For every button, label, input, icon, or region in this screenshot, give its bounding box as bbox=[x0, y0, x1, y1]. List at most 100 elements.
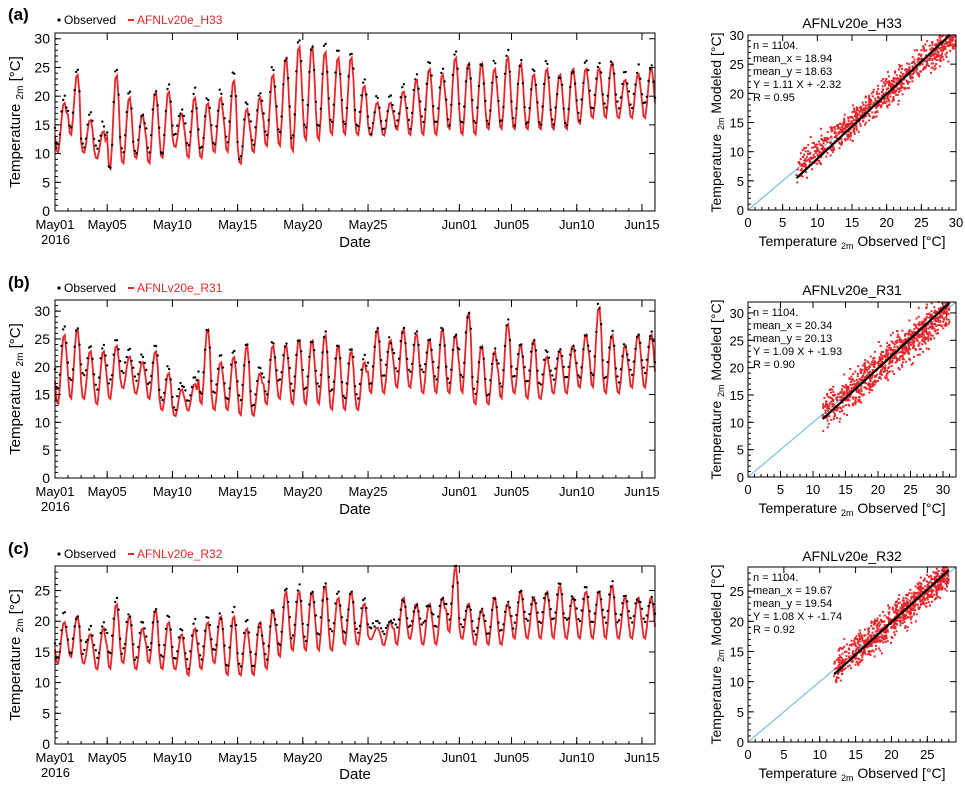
scatter-point bbox=[942, 34, 945, 37]
scatter-point bbox=[844, 126, 847, 129]
scatter-point bbox=[824, 409, 827, 412]
scatter-point bbox=[878, 628, 881, 631]
observed-point bbox=[226, 141, 229, 144]
scatter-point bbox=[845, 389, 848, 392]
scatter-point bbox=[856, 115, 858, 118]
scatter-point bbox=[860, 635, 863, 638]
scatter-point bbox=[847, 388, 850, 391]
scatter-point bbox=[913, 602, 916, 605]
scatter-point bbox=[906, 62, 909, 65]
observed-point bbox=[327, 97, 331, 100]
scatter-point bbox=[851, 653, 854, 656]
observed-point bbox=[591, 373, 595, 377]
scatter-point bbox=[933, 337, 936, 340]
scatter-point bbox=[887, 612, 890, 615]
observed-point bbox=[181, 108, 184, 111]
scatter-point bbox=[856, 372, 859, 375]
scatter-point bbox=[946, 572, 949, 575]
scatter-point bbox=[938, 59, 941, 62]
x-tick-label: May20 bbox=[283, 750, 322, 765]
observed-point bbox=[419, 100, 422, 103]
scatter-point bbox=[833, 394, 835, 397]
observed-point bbox=[521, 598, 525, 601]
observed-point bbox=[321, 599, 324, 602]
observed-point bbox=[265, 393, 269, 396]
scatter-point bbox=[846, 385, 848, 388]
observed-point bbox=[244, 101, 247, 104]
scatter-point bbox=[907, 352, 910, 355]
scatter-point bbox=[921, 328, 924, 331]
scatter-point bbox=[895, 81, 898, 84]
scatter-y-tick-label: 30 bbox=[730, 306, 744, 321]
scatter-point bbox=[834, 136, 836, 139]
scatter-point bbox=[871, 641, 873, 644]
scatter-point bbox=[923, 593, 926, 596]
observed-point bbox=[598, 590, 601, 593]
observed-point bbox=[578, 620, 582, 623]
scatter-point bbox=[932, 62, 934, 65]
observed-point bbox=[159, 654, 163, 657]
scatter-point bbox=[909, 611, 912, 614]
observed-point bbox=[603, 102, 606, 105]
scatter-point bbox=[933, 65, 936, 67]
observed-point bbox=[593, 355, 596, 358]
scatter-point bbox=[893, 91, 895, 93]
observed-point bbox=[371, 122, 375, 125]
scatter-point bbox=[899, 65, 902, 68]
observed-point bbox=[445, 365, 448, 368]
observed-point bbox=[259, 622, 262, 625]
observed-point bbox=[616, 375, 619, 378]
scatter-point bbox=[935, 597, 938, 600]
observed-point bbox=[549, 608, 552, 611]
scatter-point bbox=[923, 321, 926, 324]
scatter-point bbox=[934, 52, 936, 55]
scatter-point bbox=[868, 652, 871, 655]
observed-point bbox=[287, 357, 290, 360]
observed-point bbox=[109, 378, 112, 381]
observed-point bbox=[437, 615, 440, 618]
scatter-point bbox=[871, 631, 874, 634]
observed-point bbox=[239, 155, 243, 158]
scatter-point bbox=[826, 152, 829, 154]
observed-point bbox=[236, 380, 239, 383]
observed-point bbox=[76, 327, 80, 330]
scatter-point bbox=[843, 660, 846, 663]
scatter-point bbox=[949, 49, 952, 52]
scatter-point bbox=[940, 53, 943, 56]
scatter-point bbox=[920, 70, 922, 73]
observed-point bbox=[484, 619, 487, 623]
scatter-point bbox=[894, 603, 897, 606]
scatter-point bbox=[936, 575, 939, 578]
observed-point bbox=[158, 644, 161, 647]
scatter-point bbox=[833, 126, 836, 128]
scatter-point bbox=[908, 69, 910, 72]
scatter-x-tick-label: 10 bbox=[806, 482, 820, 497]
observed-point bbox=[337, 345, 340, 348]
observed-point bbox=[267, 119, 270, 122]
scatter-point bbox=[933, 323, 935, 325]
observed-point bbox=[639, 600, 642, 604]
observed-point bbox=[106, 131, 109, 134]
legend-modeled-label: AFNLv20e_R32 bbox=[137, 547, 223, 561]
observed-point bbox=[179, 381, 182, 385]
scatter-point bbox=[883, 636, 885, 639]
observed-point bbox=[236, 140, 239, 144]
observed-point bbox=[603, 616, 606, 619]
observed-point bbox=[190, 110, 194, 113]
observed-point bbox=[342, 630, 345, 633]
scatter-point bbox=[852, 126, 855, 129]
scatter-y-label-sub: 2m bbox=[716, 649, 726, 662]
observed-point bbox=[280, 630, 283, 634]
scatter-point bbox=[890, 365, 893, 367]
scatter-point bbox=[839, 128, 842, 131]
observed-point bbox=[215, 383, 218, 386]
observed-point bbox=[223, 117, 226, 120]
scatter-point bbox=[907, 602, 910, 604]
scatter-point bbox=[834, 414, 837, 417]
observed-point bbox=[456, 67, 459, 70]
scatter-point bbox=[803, 159, 806, 162]
observed-point bbox=[490, 81, 494, 85]
scatter-point bbox=[937, 318, 940, 321]
observed-point bbox=[588, 350, 591, 353]
observed-point bbox=[75, 617, 78, 621]
